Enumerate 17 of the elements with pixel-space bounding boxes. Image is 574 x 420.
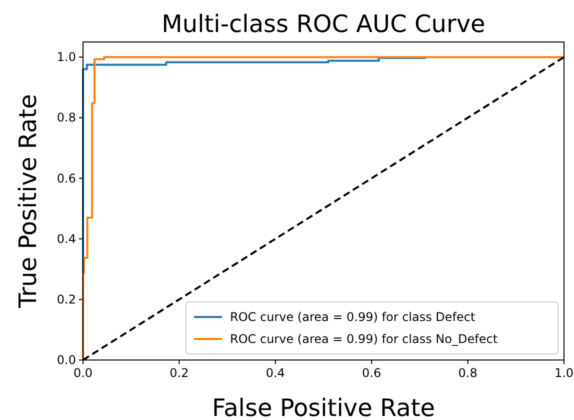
x-tick-label: 0.0 bbox=[73, 366, 93, 380]
x-tick-label: 0.8 bbox=[458, 366, 478, 380]
y-tick-label: 0.6 bbox=[56, 171, 76, 186]
legend-label: ROC curve (area = 0.99) for class No_Defect bbox=[230, 332, 498, 346]
y-tick-label: 0.0 bbox=[56, 353, 76, 367]
y-tick-label: 0.8 bbox=[56, 110, 76, 125]
legend-label: ROC curve (area = 0.99) for class Defect bbox=[230, 310, 476, 324]
y-tick-label: 0.2 bbox=[56, 292, 76, 306]
x-tick-label: 0.6 bbox=[362, 366, 382, 380]
y-axis-title: True Positive Rate bbox=[14, 94, 42, 309]
y-tick-label: 0.4 bbox=[56, 232, 76, 246]
x-axis-title: False Positive Rate bbox=[212, 394, 436, 420]
x-tick-label: 1.0 bbox=[554, 366, 574, 380]
x-tick-label: 0.2 bbox=[170, 366, 189, 380]
chart-title: Multi-class ROC AUC Curve bbox=[162, 10, 486, 38]
x-tick-label: 0.4 bbox=[266, 366, 285, 380]
y-tick-label: 1.0 bbox=[56, 50, 76, 64]
